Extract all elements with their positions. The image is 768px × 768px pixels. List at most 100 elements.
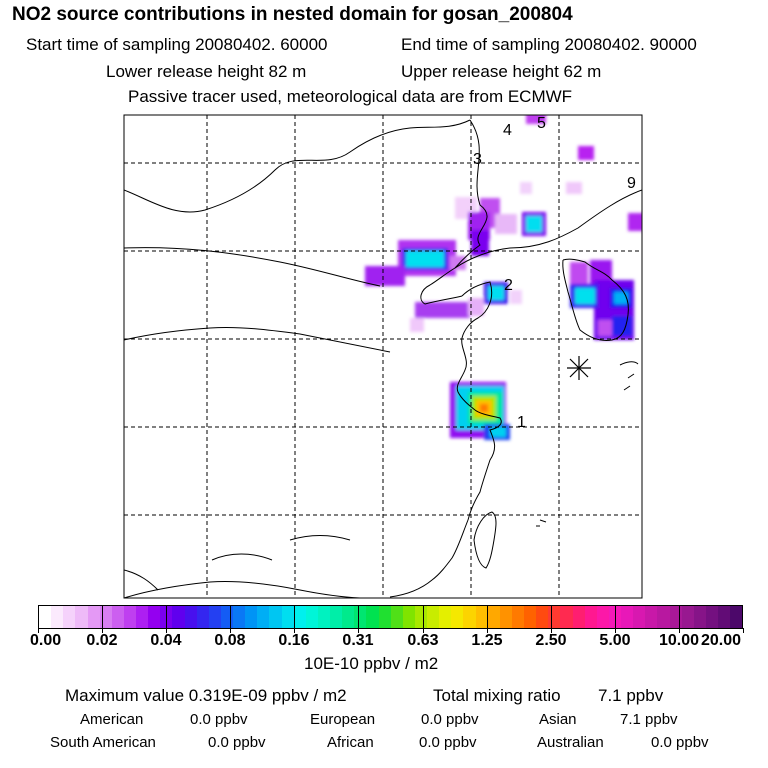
color-legend-swatch [196,606,209,628]
color-legend-divider [679,605,680,629]
color-legend-divider [294,605,295,629]
color-legend-tick [102,628,103,633]
color-legend-swatch [257,606,270,628]
color-legend-swatch [511,606,524,628]
color-legend-swatch [305,606,318,628]
color-legend-swatch [463,606,476,628]
color-legend-swatch [245,606,258,628]
star-marker-icon [567,356,591,380]
color-legend-swatch [584,606,597,628]
color-legend-swatch [233,606,246,628]
color-legend-tick [38,628,39,633]
color-legend-swatch [718,606,731,628]
color-legend-swatch [123,606,136,628]
color-legend-units: 10E-10 ppbv / m2 [304,654,439,673]
region-value: 0.0 ppbv [190,711,248,728]
color-legend-swatch [402,606,415,628]
color-legend-swatch [136,606,149,628]
region-value: 7.1 ppbv [620,711,678,728]
color-legend-swatch [378,606,391,628]
source-label: 2 [504,277,513,294]
color-legend-swatch [330,606,343,628]
color-legend-swatch [63,606,76,628]
color-legend-swatch [317,606,330,628]
color-legend-swatch [342,606,355,628]
color-legend-swatch [669,606,682,628]
color-legend-tick [551,628,552,633]
color-legend-tick-label: 5.00 [599,632,631,649]
region-name: European [310,711,376,728]
color-legend-swatch [220,606,233,628]
color-legend-swatch [705,606,718,628]
region-name: African [327,734,374,751]
concentration-field [365,115,642,440]
region-value: 0.0 ppbv [421,711,479,728]
source-label: 9 [627,175,636,192]
region-name: South American [50,734,156,751]
color-legend-tick [487,628,488,633]
color-legend-divider [230,605,231,629]
color-legend-tick [230,628,231,633]
color-legend-bar [38,605,743,629]
color-legend-swatch [390,606,403,628]
source-label: 5 [537,115,546,132]
color-legend-swatch [730,606,743,628]
color-legend-swatch [414,606,427,628]
color-legend-tick [423,628,424,633]
color-legend-swatch [621,606,634,628]
color-legend-tick-label: 0.63 [407,632,439,649]
color-legend-tick [294,628,295,633]
color-legend-swatch [293,606,306,628]
color-legend-swatch [681,606,694,628]
color-legend-swatch [572,606,585,628]
color-legend-divider [423,605,424,629]
color-legend-divider [615,605,616,629]
color-legend-swatch [645,606,658,628]
color-legend-swatch [281,606,294,628]
color-legend-swatch [366,606,379,628]
color-legend-swatch [184,606,197,628]
color-legend-tick-label: 0.04 [150,632,182,649]
color-legend-divider [487,605,488,629]
figure-title: NO2 source contributions in nested domai… [12,4,573,25]
region-value: 0.0 ppbv [651,734,709,751]
color-legend-swatch [499,606,512,628]
upper-release-height-text: Upper release height 62 m [401,62,602,81]
total-mixing-ratio-label: Total mixing ratio [433,686,561,705]
lat-lon-grid [124,115,642,598]
color-legend-tick-label: 0.08 [214,632,246,649]
color-legend-tick-label: 0.02 [86,632,118,649]
color-legend-swatch [633,606,646,628]
total-mixing-ratio-value: 7.1 ppbv [598,686,664,705]
tracer-note-text: Passive tracer used, meteorological data… [128,87,573,106]
color-legend-tick-label: 20.00 [701,632,742,649]
color-legend-swatch [487,606,500,628]
source-label: 3 [473,151,482,168]
color-legend-tick-label: 0.31 [342,632,374,649]
color-legend-swatch [172,606,185,628]
region-name: Asian [539,711,577,728]
color-legend-swatch [75,606,88,628]
color-legend-swatch [439,606,452,628]
map-frame [123,114,643,599]
color-legend-swatch [524,606,537,628]
color-legend-tick-label: 10.00 [658,632,700,649]
sampling-end-text: End time of sampling 20080402. 90000 [401,35,697,54]
color-legend-tick-label: 0.00 [30,632,62,649]
color-legend-swatch [269,606,282,628]
region-name: Australian [537,734,604,751]
color-legend-swatch [693,606,706,628]
color-legend-swatch [608,606,621,628]
region-name: American [80,711,144,728]
lower-release-height-text: Lower release height 82 m [106,62,307,81]
color-legend-swatch [475,606,488,628]
color-legend-swatch [87,606,100,628]
color-legend-tick-label: 2.50 [535,632,567,649]
color-legend-swatch [427,606,440,628]
color-legend-swatch [354,606,367,628]
color-legend-swatch [451,606,464,628]
color-legend-swatch [536,606,549,628]
sampling-start-text: Start time of sampling 20080402. 60000 [26,35,328,54]
color-legend-divider [102,605,103,629]
